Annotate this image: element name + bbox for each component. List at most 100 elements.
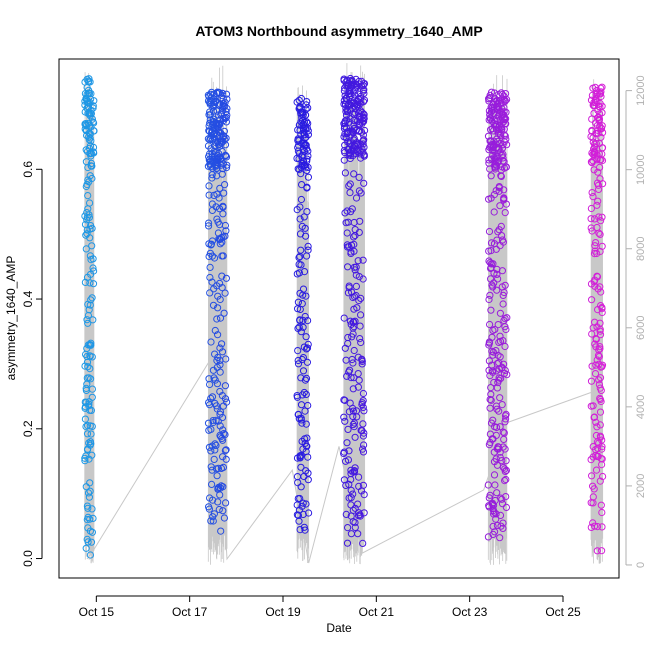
- data-point: [352, 271, 360, 279]
- data-point: [487, 172, 495, 180]
- data-point: [499, 291, 507, 299]
- data-point: [293, 270, 301, 278]
- data-point: [591, 140, 599, 148]
- data-point: [212, 441, 220, 449]
- data-point: [294, 324, 302, 332]
- data-point: [87, 430, 95, 438]
- data-point: [88, 422, 96, 430]
- data-point: [354, 147, 362, 155]
- data-point: [215, 89, 223, 97]
- data-point: [359, 539, 367, 548]
- data-point: [351, 110, 359, 119]
- data-point: [499, 519, 507, 527]
- data-point: [500, 138, 508, 146]
- data-point: [341, 100, 350, 108]
- data-point: [494, 351, 502, 359]
- data-point: [221, 382, 229, 390]
- data-point: [485, 494, 493, 502]
- data-point: [599, 180, 607, 188]
- data-point: [499, 428, 507, 436]
- data-point: [294, 347, 302, 355]
- data-point: [215, 194, 223, 202]
- data-point: [497, 222, 505, 230]
- data-point: [357, 294, 365, 302]
- y2-tick-label: 10000: [635, 154, 647, 185]
- data-point: [598, 443, 606, 451]
- data-point: [208, 480, 216, 488]
- data-point: [299, 323, 307, 331]
- data-point: [359, 275, 367, 283]
- x-axis-label: Date: [326, 621, 352, 635]
- data-point: [352, 282, 360, 290]
- data-point: [357, 189, 365, 197]
- data-point: [589, 193, 597, 201]
- data-point: [594, 197, 602, 205]
- data-point: [222, 90, 231, 98]
- data-point: [491, 481, 499, 489]
- data-point: [81, 404, 89, 412]
- y2-tick-label: 12000: [635, 75, 647, 106]
- data-point: [588, 296, 596, 304]
- data-point: [220, 189, 228, 197]
- data-point: [598, 547, 606, 555]
- data-point: [593, 155, 601, 163]
- data-point: [215, 505, 223, 514]
- data-point: [501, 209, 509, 217]
- data-point: [302, 390, 310, 398]
- data-point: [359, 420, 367, 428]
- y2-tick-label: 2000: [635, 474, 647, 498]
- data-point: [205, 150, 214, 158]
- data-point: [494, 158, 502, 166]
- data-point: [496, 394, 504, 402]
- data-point: [492, 367, 500, 375]
- data-point: [82, 483, 90, 491]
- data-point: [352, 149, 360, 158]
- data-point: [356, 335, 364, 343]
- data-point: [358, 400, 366, 409]
- data-point: [341, 123, 349, 131]
- data-point: [218, 106, 226, 114]
- data-point: [487, 419, 496, 427]
- data-point: [595, 346, 603, 354]
- data-point: [86, 341, 94, 349]
- data-point: [82, 182, 90, 191]
- data-point: [210, 254, 219, 262]
- data-point: [496, 511, 505, 520]
- data-point: [300, 131, 308, 139]
- line-layer: [84, 63, 604, 565]
- data-point: [303, 145, 311, 153]
- data-point: [592, 418, 600, 426]
- data-point: [360, 441, 368, 449]
- data-point: [81, 78, 89, 86]
- data-point: [351, 433, 359, 441]
- data-point: [207, 338, 215, 346]
- data-point: [493, 405, 501, 413]
- data-point: [594, 351, 603, 359]
- data-point: [88, 294, 96, 302]
- data-point: [485, 341, 493, 349]
- data-point: [205, 503, 213, 511]
- y-axis-label: asymmetry_1640_AMP: [4, 256, 18, 381]
- data-point: [596, 110, 604, 118]
- data-point: [223, 161, 231, 169]
- data-point: [498, 267, 506, 275]
- data-point: [305, 509, 313, 517]
- data-point: [342, 510, 350, 519]
- data-point: [487, 396, 495, 404]
- data-point: [356, 150, 364, 158]
- data-point: [486, 111, 494, 119]
- data-point: [303, 98, 311, 106]
- data-point: [299, 291, 307, 299]
- data-point: [83, 90, 91, 99]
- data-point: [597, 84, 605, 92]
- data-point: [495, 187, 503, 195]
- data-point: [209, 417, 217, 425]
- data-point: [343, 229, 351, 237]
- data-point: [502, 503, 510, 511]
- data-point: [588, 330, 596, 338]
- data-point: [494, 143, 502, 151]
- data-point: [206, 249, 214, 257]
- data-point: [597, 124, 605, 132]
- data-point: [355, 109, 363, 117]
